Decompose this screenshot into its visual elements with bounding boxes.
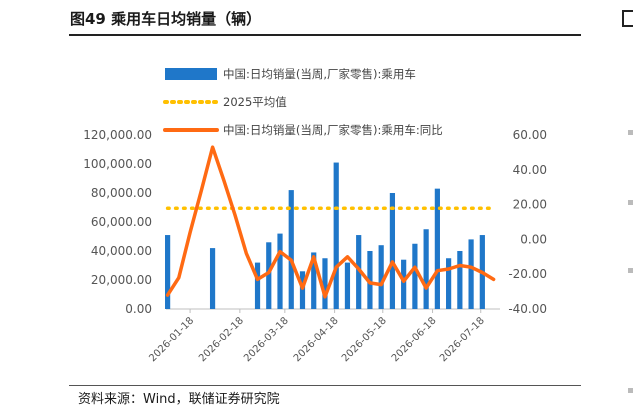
y-left-tick-label: 80,000.00: [91, 186, 152, 200]
bar: [412, 243, 418, 309]
bar: [389, 193, 396, 309]
bar: [356, 235, 362, 309]
legend-bar-swatch: [165, 68, 217, 80]
y-left-tick-label: 100,000.00: [83, 157, 152, 171]
y-left-tick-label: 0.00: [125, 302, 152, 316]
y-right-tick-label: 20.00: [513, 198, 547, 212]
bar: [322, 258, 328, 309]
bar: [378, 245, 384, 309]
yoy-line: [165, 145, 496, 299]
y-left-tick-label: 120,000.00: [83, 128, 152, 142]
x-tick-label: 2026-05-18: [340, 315, 389, 364]
bar: [423, 229, 429, 309]
bar: [254, 262, 261, 309]
y-left-tick-label: 40,000.00: [91, 244, 152, 258]
next-figure-edge: [620, 0, 633, 417]
bar: [277, 233, 283, 309]
bar: [367, 251, 373, 309]
legend: 中国:日均销量(当周,厂家零售):乘用车 2025平均值 中国:日均销量(当周,…: [163, 67, 443, 137]
edge-mark: [628, 268, 633, 273]
source-note: 资料来源：Wind，联储证券研究院: [78, 392, 280, 407]
next-figure-title-glyph: [622, 10, 633, 27]
legend-label-yoy: 中国:日均销量(当周,厂家零售):乘用车:同比: [223, 123, 443, 137]
chart: 中国:日均销量(当周,厂家零售):乘用车 2025平均值 中国:日均销量(当周,…: [83, 67, 547, 364]
legend-label-avg: 2025平均值: [223, 95, 287, 109]
x-tick-label: 2026-01-18: [147, 315, 196, 364]
bar: [299, 271, 306, 309]
y-left-tick-label: 20,000.00: [91, 273, 152, 287]
axes: 0.00 20,000.00 40,000.00 60,000.00 80,000.00…: [83, 128, 547, 364]
source-rule: [69, 385, 581, 386]
bar: [344, 262, 351, 309]
y-right-tick-label: -20.00: [508, 267, 547, 281]
bar: [446, 258, 452, 309]
bar: [457, 251, 463, 309]
title-rule: [69, 34, 581, 36]
bar: [333, 162, 339, 309]
y-right-tick-label: -40.00: [508, 302, 547, 316]
x-tick-label: 2026-07-18: [438, 315, 487, 364]
edge-mark: [628, 388, 633, 393]
figure-title: 图49 乘用车日均销量（辆）: [70, 10, 262, 28]
bar: [209, 248, 216, 309]
bar: [311, 252, 317, 309]
bar: [288, 190, 294, 309]
y-right-tick-label: 0.00: [520, 232, 547, 246]
edge-mark: [628, 200, 633, 205]
x-tick-label: 2026-03-18: [242, 315, 291, 364]
bar: [266, 242, 272, 309]
y-left-tick-label: 60,000.00: [91, 215, 152, 229]
x-tick-label: 2026-02-18: [197, 315, 246, 364]
yoy-series: [165, 145, 496, 299]
legend-label-bar: 中国:日均销量(当周,厂家零售):乘用车: [223, 67, 416, 81]
y-right-tick-label: 60.00: [513, 128, 547, 142]
y-right-tick-label: 40.00: [513, 163, 547, 177]
x-tick-label: 2026-06-18: [390, 315, 439, 364]
bar: [401, 259, 407, 309]
bar-series: [165, 162, 485, 309]
bar: [468, 239, 474, 309]
edge-mark: [628, 130, 633, 135]
x-tick-label: 2026-04-18: [292, 315, 341, 364]
bar: [434, 188, 440, 309]
bar: [165, 235, 171, 309]
